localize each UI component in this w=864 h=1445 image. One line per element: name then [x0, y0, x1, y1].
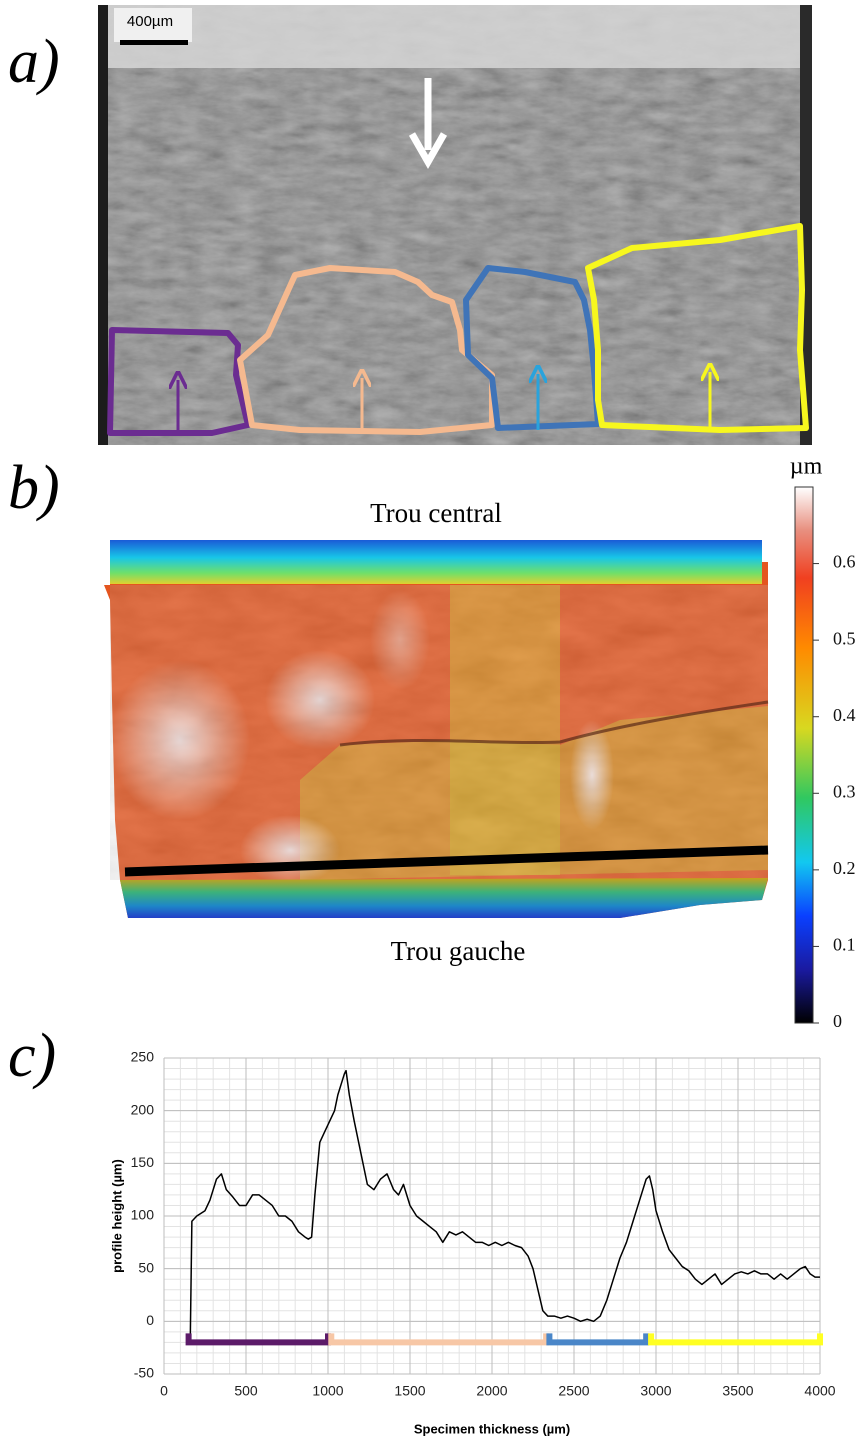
height-map-edge — [110, 540, 762, 584]
region-bracket — [328, 1333, 550, 1346]
colorbar-tick-label: 0.5 — [833, 628, 856, 648]
y-tick-label: 150 — [131, 1154, 155, 1170]
sem-border — [98, 5, 108, 445]
x-tick-label: 3000 — [640, 1383, 671, 1399]
height-map-texture — [110, 585, 768, 880]
crack-arrow — [408, 132, 448, 170]
y-tick-label: 100 — [131, 1207, 155, 1223]
x-tick-label: 1000 — [312, 1383, 343, 1399]
y-tick-label: 200 — [131, 1101, 155, 1117]
height-map-edge — [120, 878, 768, 918]
colorbar-tick-label: 0.1 — [833, 935, 856, 955]
x-tick-label: 2000 — [476, 1383, 507, 1399]
colorbar-tick-label: 0.6 — [833, 552, 856, 572]
colorbar-tick-label: 0 — [833, 1011, 842, 1031]
profile-line — [124, 845, 769, 877]
y-axis-title: profile height (µm) — [109, 1159, 124, 1273]
region-bracket — [185, 1333, 331, 1346]
map-top-label: Trou central — [370, 498, 502, 528]
x-axis-title: Specimen thickness (µm) — [414, 1421, 570, 1436]
region-bracket — [648, 1333, 823, 1346]
region-outline — [237, 265, 495, 435]
colorbar-tick-label: 0.2 — [833, 858, 856, 878]
region-outline — [107, 327, 251, 436]
sem-texture — [98, 5, 812, 445]
panel-label: b) — [8, 454, 60, 522]
y-tick-label: 250 — [131, 1049, 155, 1065]
profile-chart: 0 500 1000 1500 2000 2500 3000 3500 4000 -50 0 50 10… — [131, 1049, 836, 1399]
sem-edge — [106, 5, 800, 68]
profile-line — [189, 1069, 820, 1343]
scale-box — [114, 8, 192, 42]
height-map-crack — [339, 700, 769, 747]
scale-bar — [120, 40, 188, 45]
scale-bar-label: 400µm — [127, 13, 173, 30]
x-tick-label: 1500 — [394, 1383, 425, 1399]
x-tick-label: 3500 — [722, 1383, 753, 1399]
panel-label: a) — [8, 28, 60, 96]
colorbar-tick-label: 0.3 — [833, 781, 856, 801]
x-tick-label: 4000 — [804, 1383, 835, 1399]
y-tick-label: 0 — [146, 1312, 154, 1328]
x-tick-label: 500 — [234, 1383, 258, 1399]
colorbar-tick-label: 0.4 — [833, 705, 856, 725]
colorbar-ticks: 0 0.1 0.2 0.3 0.4 0.5 0.6 — [813, 552, 856, 1031]
y-tick-label: -50 — [134, 1365, 154, 1381]
colorbar-unit: µm — [790, 454, 823, 480]
panel-label: c) — [8, 1022, 56, 1090]
region-outline — [463, 265, 601, 431]
x-tick-label: 2500 — [558, 1383, 589, 1399]
region-outline — [585, 223, 809, 433]
colorbar — [794, 486, 814, 1024]
y-tick-label: 50 — [138, 1259, 154, 1275]
map-bottom-label: Trou gauche — [391, 936, 526, 966]
region-bracket — [546, 1333, 650, 1346]
x-tick-label: 0 — [160, 1383, 168, 1399]
